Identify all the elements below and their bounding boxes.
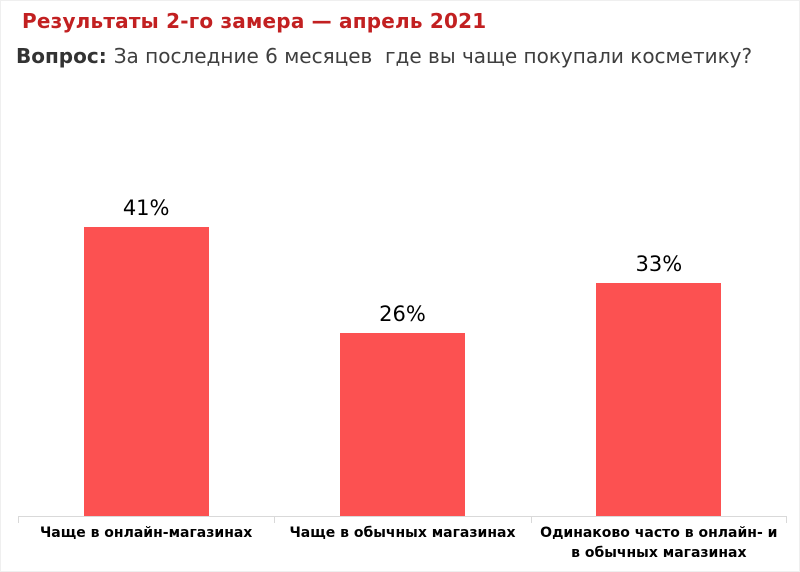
bar-column-2: 26% [274, 80, 530, 516]
bar [339, 333, 465, 516]
axis-tick [18, 517, 19, 523]
bar-column-3: 33% [531, 80, 787, 516]
category-label: Чаще в онлайн-магазинах [18, 517, 274, 570]
question-line: Вопрос: За последние 6 месяцев где вы чащ… [16, 44, 752, 68]
bar-chart: 41% 26% 33% Чаще в онлайн-магазинах Чаще в … [18, 80, 787, 571]
category-label-text: Чаще в онлайн-магазинах [39, 525, 253, 541]
question-label: Вопрос: [16, 44, 107, 68]
category-label: Одинаково часто в онлайн- и в обычных ма… [531, 517, 787, 570]
category-label: Чаще в обычных магазинах [274, 517, 530, 570]
bar-column-1: 41% [18, 80, 274, 516]
slide-title: Результаты 2-го замера — апрель 2021 [22, 9, 487, 33]
bar [596, 283, 722, 516]
category-axis: Чаще в онлайн-магазинах Чаще в обычных ма… [18, 517, 787, 570]
category-label-text: Одинаково часто в онлайн- и в обычных ма… [540, 525, 778, 561]
bar-value-label: 26% [379, 301, 426, 326]
axis-tick [274, 517, 276, 523]
question-text: За последние 6 месяцев где вы чаще покуп… [113, 44, 753, 68]
bar-value-label: 33% [635, 251, 683, 276]
plot-area: 41% 26% 33% [18, 80, 787, 517]
bar-value-label: 41% [122, 195, 170, 220]
axis-tick [786, 517, 787, 523]
category-label-text: Чаще в обычных магазинах [289, 525, 516, 541]
axis-tick [530, 517, 532, 523]
bar [83, 227, 209, 516]
